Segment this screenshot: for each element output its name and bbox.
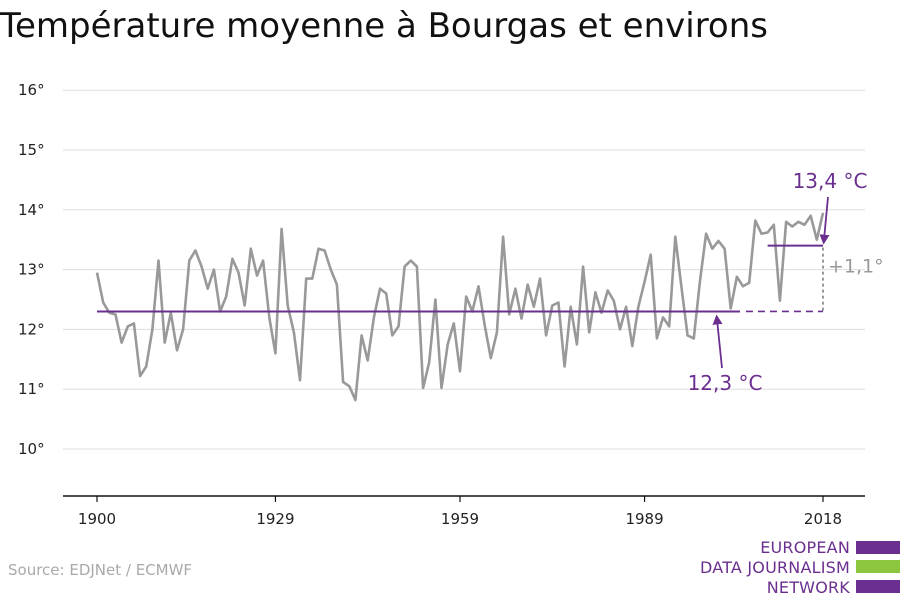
x-tick-label: 2018 — [804, 510, 842, 528]
y-axis: 10° 11° 12° 13° 14° 15° 16° — [18, 81, 45, 458]
series-layer — [95, 212, 825, 402]
x-axis: 1900 1929 1959 1989 2018 — [63, 495, 865, 528]
edjnet-logo: EUROPEAN DATA JOURNALISM NETWORK — [700, 538, 900, 600]
y-tick-label: 13° — [18, 261, 45, 279]
baseline-mean-arrow — [712, 314, 723, 369]
logo-line: DATA JOURNALISM — [700, 558, 850, 577]
logo-line: NETWORK — [766, 578, 850, 597]
y-tick-label: 12° — [18, 320, 45, 338]
logo-bar-3 — [856, 580, 900, 593]
x-tick-label: 1929 — [256, 510, 294, 528]
gridlines — [63, 89, 865, 450]
x-tick-label: 1959 — [441, 510, 479, 528]
baseline-mean-label: 12,3 °C — [688, 371, 763, 395]
y-tick-label: 11° — [18, 380, 45, 398]
y-tick-label: 16° — [18, 81, 45, 99]
x-tick-label: 1900 — [78, 510, 116, 528]
y-tick-label: 15° — [18, 141, 45, 159]
difference-label: +1,1° — [828, 256, 884, 278]
y-tick-label: 14° — [18, 201, 45, 219]
recent-mean-label: 13,4 °C — [793, 169, 868, 193]
chart-title: Température moyenne à Bourgas et environ… — [0, 6, 768, 46]
annotations-layer: +1,1° 13,4 °C 12,3 °C — [97, 169, 884, 395]
logo-line: EUROPEAN — [760, 538, 850, 557]
logo-bar-1 — [856, 541, 900, 554]
temperature-line — [95, 212, 825, 402]
source-note: Source: EDJNet / ECMWF — [8, 561, 193, 579]
logo-bar-2 — [856, 560, 900, 573]
x-tick-label: 1989 — [625, 510, 663, 528]
recent-mean-arrow — [819, 196, 830, 245]
y-tick-label: 10° — [18, 440, 45, 458]
logo-text: EUROPEAN DATA JOURNALISM NETWORK — [700, 538, 850, 598]
